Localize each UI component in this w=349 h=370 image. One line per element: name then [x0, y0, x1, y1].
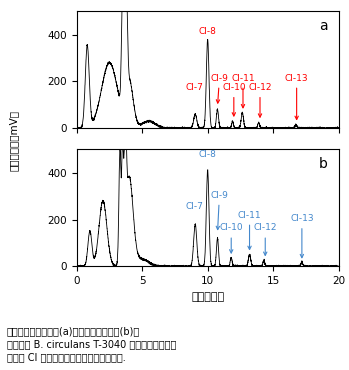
X-axis label: 時間（分）: 時間（分） — [191, 292, 224, 302]
Text: CI-8: CI-8 — [199, 149, 217, 159]
Text: 機出器応答（mV）: 機出器応答（mV） — [9, 110, 19, 171]
Text: CI-10: CI-10 — [220, 223, 243, 253]
Text: CI-9: CI-9 — [210, 191, 228, 230]
Text: CI-11: CI-11 — [238, 211, 261, 249]
Text: CI-7: CI-7 — [186, 202, 203, 211]
Text: CI-12: CI-12 — [248, 83, 272, 117]
Text: b: b — [319, 158, 328, 171]
Text: CI-13: CI-13 — [290, 214, 314, 258]
Text: a: a — [319, 19, 328, 33]
Text: CI-8: CI-8 — [199, 27, 217, 36]
Text: CI-10: CI-10 — [222, 83, 246, 116]
Text: CI-11: CI-11 — [231, 74, 255, 108]
Text: 図２．デキストラン(a)または可溶性澱粉(b)で
培養した ​B. circulans​ T-3040 株の培養上清に蓄
積する CI の高速液体クロマトグラフ: 図２．デキストラン(a)または可溶性澱粉(b)で 培養した ​B. circul… — [7, 326, 176, 363]
Text: CI-12: CI-12 — [253, 223, 277, 255]
Text: CI-7: CI-7 — [186, 83, 203, 92]
Text: CI-13: CI-13 — [285, 74, 309, 120]
Text: CI-9: CI-9 — [210, 74, 228, 103]
